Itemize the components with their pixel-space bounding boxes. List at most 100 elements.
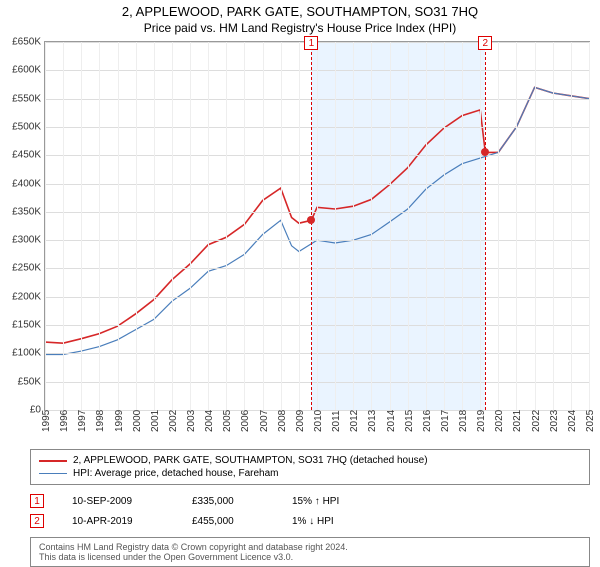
attribution-box: Contains HM Land Registry data © Crown c… bbox=[30, 537, 590, 567]
legend-swatch bbox=[39, 460, 67, 462]
x-axis-label: 2020 bbox=[494, 410, 505, 432]
gridline-v bbox=[136, 42, 137, 410]
gridline-v bbox=[226, 42, 227, 410]
x-axis-label: 1997 bbox=[77, 410, 88, 432]
x-axis-label: 2009 bbox=[295, 410, 306, 432]
x-axis-label: 2000 bbox=[132, 410, 143, 432]
gridline-v bbox=[208, 42, 209, 410]
x-axis-label: 2021 bbox=[512, 410, 523, 432]
x-axis-label: 2015 bbox=[404, 410, 415, 432]
sale-row: 1 10-SEP-2009£335,00015% ↑ HPI bbox=[30, 491, 590, 511]
gridline-v bbox=[390, 42, 391, 410]
gridline-v bbox=[45, 42, 46, 410]
x-axis-label: 2005 bbox=[222, 410, 233, 432]
gridline-v bbox=[371, 42, 372, 410]
sale-date: 10-APR-2019 bbox=[72, 516, 192, 527]
gridline-v bbox=[99, 42, 100, 410]
y-axis-label: £300K bbox=[12, 235, 45, 246]
gridline-v bbox=[480, 42, 481, 410]
gridline-v bbox=[335, 42, 336, 410]
sale-row: 210-APR-2019£455,0001% ↓ HPI bbox=[30, 511, 590, 531]
x-axis-label: 2010 bbox=[313, 410, 324, 432]
y-axis-label: £600K bbox=[12, 65, 45, 76]
gridline-v bbox=[516, 42, 517, 410]
legend-label: HPI: Average price, detached house, Fare… bbox=[73, 468, 279, 479]
gridline-v bbox=[498, 42, 499, 410]
x-axis-label: 1996 bbox=[59, 410, 70, 432]
gridline-v bbox=[553, 42, 554, 410]
gridline-v bbox=[408, 42, 409, 410]
x-axis-label: 2003 bbox=[186, 410, 197, 432]
gridline-v bbox=[444, 42, 445, 410]
sale-pct-vs-hpi: 1% ↓ HPI bbox=[292, 516, 412, 527]
gridline-v bbox=[190, 42, 191, 410]
x-axis-label: 2023 bbox=[549, 410, 560, 432]
gridline-v bbox=[426, 42, 427, 410]
page-title: 2, APPLEWOOD, PARK GATE, SOUTHAMPTON, SO… bbox=[0, 0, 600, 19]
gridline-v bbox=[535, 42, 536, 410]
gridline-v bbox=[118, 42, 119, 410]
y-axis-label: £550K bbox=[12, 93, 45, 104]
x-axis-label: 2007 bbox=[259, 410, 270, 432]
x-axis-label: 2002 bbox=[168, 410, 179, 432]
gridline-v bbox=[263, 42, 264, 410]
x-axis-label: 2024 bbox=[567, 410, 578, 432]
legend-label: 2, APPLEWOOD, PARK GATE, SOUTHAMPTON, SO… bbox=[73, 455, 428, 466]
x-axis-label: 2018 bbox=[458, 410, 469, 432]
gridline-v bbox=[154, 42, 155, 410]
sale-marker-line bbox=[311, 42, 312, 410]
x-axis-label: 2008 bbox=[277, 410, 288, 432]
x-axis-label: 2025 bbox=[585, 410, 596, 432]
attribution-line2: This data is licensed under the Open Gov… bbox=[39, 552, 581, 562]
y-axis-label: £100K bbox=[12, 348, 45, 359]
x-axis-label: 2011 bbox=[331, 410, 342, 432]
x-axis-label: 2014 bbox=[386, 410, 397, 432]
y-axis-label: £50K bbox=[18, 376, 45, 387]
x-axis-label: 2017 bbox=[440, 410, 451, 432]
y-axis-label: £200K bbox=[12, 291, 45, 302]
y-axis-label: £500K bbox=[12, 121, 45, 132]
sale-pct-vs-hpi: 15% ↑ HPI bbox=[292, 496, 412, 507]
sales-table: 1 10-SEP-2009£335,00015% ↑ HPI 2 10-APR-201… bbox=[30, 491, 590, 531]
y-axis-label: £400K bbox=[12, 178, 45, 189]
legend-box: 2, APPLEWOOD, PARK GATE, SOUTHAMPTON, SO… bbox=[30, 449, 590, 485]
y-axis-label: £350K bbox=[12, 206, 45, 217]
x-axis-label: 2004 bbox=[204, 410, 215, 432]
x-axis-label: 2001 bbox=[150, 410, 161, 432]
page-subtitle: Price paid vs. HM Land Registry's House … bbox=[0, 19, 600, 41]
y-axis-label: £450K bbox=[12, 150, 45, 161]
x-axis-label: 1998 bbox=[95, 410, 106, 432]
y-axis-label: £250K bbox=[12, 263, 45, 274]
sale-price: £335,000 bbox=[192, 496, 292, 507]
gridline-v bbox=[462, 42, 463, 410]
gridline-v bbox=[317, 42, 318, 410]
gridline-v bbox=[589, 42, 590, 410]
sale-date: 10-SEP-2009 bbox=[72, 496, 192, 507]
gridline-v bbox=[571, 42, 572, 410]
chart-container: 2, APPLEWOOD, PARK GATE, SOUTHAMPTON, SO… bbox=[0, 0, 600, 560]
sale-number-badge: 2 bbox=[30, 514, 44, 528]
y-axis-label: £150K bbox=[12, 320, 45, 331]
x-axis-label: 1999 bbox=[114, 410, 125, 432]
x-axis-label: 2019 bbox=[476, 410, 487, 432]
sale-marker-box: 2 bbox=[478, 36, 492, 50]
gridline-v bbox=[281, 42, 282, 410]
gridline-v bbox=[299, 42, 300, 410]
x-axis-label: 1995 bbox=[41, 410, 52, 432]
legend-swatch bbox=[39, 473, 67, 474]
sale-dot bbox=[481, 148, 489, 156]
sale-number-badge: 1 bbox=[30, 494, 44, 508]
chart-plot-area: £0£50K£100K£150K£200K£250K£300K£350K£400… bbox=[44, 41, 590, 411]
x-axis-label: 2006 bbox=[240, 410, 251, 432]
x-axis-label: 2022 bbox=[531, 410, 542, 432]
sale-marker-line bbox=[485, 42, 486, 410]
x-axis-label: 2012 bbox=[349, 410, 360, 432]
attribution-line1: Contains HM Land Registry data © Crown c… bbox=[39, 542, 581, 552]
sale-dot bbox=[307, 216, 315, 224]
sale-marker-box: 1 bbox=[304, 36, 318, 50]
gridline-v bbox=[63, 42, 64, 410]
y-axis-label: £650K bbox=[12, 37, 45, 48]
legend-row: HPI: Average price, detached house, Fare… bbox=[39, 467, 581, 480]
x-axis-label: 2016 bbox=[422, 410, 433, 432]
gridline-v bbox=[81, 42, 82, 410]
